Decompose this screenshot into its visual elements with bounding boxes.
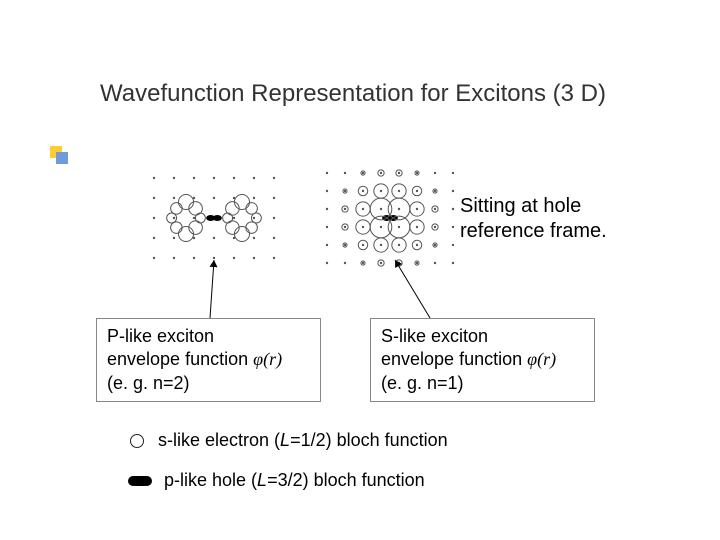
diagram-canvas	[0, 0, 720, 540]
